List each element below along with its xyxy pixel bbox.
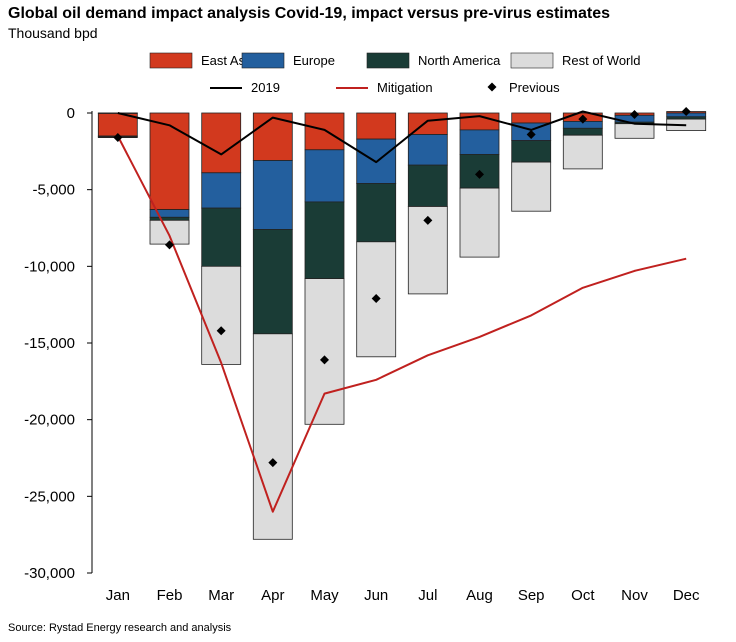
bar-rest-of-world-nov (614, 123, 655, 139)
legend-swatch-previous (487, 82, 497, 92)
x-tick-label-feb: Feb (157, 587, 183, 604)
bar-europe-may (304, 149, 345, 203)
legend: East Asia Europe North America Rest of Worl… (149, 52, 641, 95)
bar-north-america-may (304, 201, 345, 279)
marker-previous-jun (371, 294, 381, 304)
bar-europe-mar (201, 172, 242, 209)
y-tick-label: -25,000 (24, 488, 75, 505)
y-tick-label: 0 (67, 105, 75, 122)
x-tick-label-aug: Aug (466, 587, 493, 604)
bar-rest-of-world-oct (562, 134, 603, 170)
line-2019 (117, 110, 687, 164)
bar-east-asia-mar (201, 112, 242, 174)
bar-rest-of-world-may (304, 278, 345, 425)
x-tick-label-apr: Apr (261, 587, 284, 604)
x-tick-label-jul: Jul (418, 587, 437, 604)
lines (116, 110, 687, 513)
marker-previous-nov (630, 110, 639, 120)
x-tick-label-jan: Jan (106, 587, 130, 604)
bar-rest-of-world-sep (511, 161, 552, 212)
x-tick-label-jun: Jun (364, 587, 388, 604)
y-tick-label: -20,000 (24, 412, 75, 429)
bar-rest-of-world-jul (407, 206, 448, 295)
marker-previous-sep (526, 129, 536, 139)
legend-label-north-america: North America (418, 53, 501, 68)
bar-north-america-jun (356, 183, 397, 243)
bar-europe-jul (407, 134, 448, 166)
x-tick-label-nov: Nov (621, 587, 648, 604)
bar-east-asia-sep (511, 112, 552, 124)
y-tick-label: -15,000 (24, 335, 75, 352)
bar-east-asia-feb (149, 112, 190, 210)
x-tick-label-may: May (310, 587, 339, 604)
bar-rest-of-world-aug (459, 187, 500, 258)
legend-swatch-east-asia (149, 52, 193, 69)
chart-title: Global oil demand impact analysis Covid-… (8, 5, 610, 22)
bar-europe-apr (252, 160, 293, 230)
bar-europe-aug (459, 129, 500, 155)
legend-swatch-north-america (366, 52, 410, 69)
bar-rest-of-world-mar (201, 265, 242, 365)
bar-north-america-mar (201, 207, 242, 267)
y-tick-label: -10,000 (24, 258, 75, 275)
legend-swatch-europe (241, 52, 285, 69)
bar-rest-of-world-apr (252, 333, 293, 540)
bar-east-asia-may (304, 112, 345, 151)
axes: 0 -5,000 -10,000 -15,000 -20,000 -25,000 -30,0… (24, 105, 700, 604)
source-note: Source: Rystad Energy research and analy… (8, 622, 232, 634)
marker-previous-jan (113, 133, 123, 143)
x-tick-label-sep: Sep (518, 587, 545, 604)
markers (113, 106, 691, 468)
bar-north-america-oct (562, 127, 603, 136)
bar-north-america-jul (407, 164, 448, 207)
bars (97, 111, 707, 540)
legend-label-rest-of-world: Rest of World (562, 53, 641, 68)
chart-subtitle: Thousand bpd (8, 25, 98, 41)
marker-previous-may (320, 355, 329, 365)
bar-north-america-apr (252, 229, 293, 335)
x-tick-label-mar: Mar (208, 587, 234, 604)
legend-label-previous: Previous (509, 80, 560, 95)
legend-label-europe: Europe (293, 53, 335, 68)
y-tick-label: -30,000 (24, 565, 75, 582)
y-tick-label: -5,000 (32, 182, 75, 199)
marker-previous-apr (268, 458, 278, 468)
legend-label-2019: 2019 (251, 80, 280, 95)
marker-previous-jul (423, 215, 433, 225)
marker-previous-mar (216, 326, 226, 336)
x-tick-label-oct: Oct (571, 587, 595, 604)
marker-previous-feb (165, 240, 174, 250)
marker-previous-dec (681, 106, 691, 116)
legend-swatch-rest-of-world (510, 52, 554, 69)
bar-east-asia-jun (356, 112, 397, 140)
x-tick-label-dec: Dec (673, 587, 700, 604)
marker-previous-aug (475, 169, 484, 179)
bar-north-america-sep (511, 140, 552, 163)
line-mitigation (116, 135, 687, 513)
marker-previous-oct (578, 114, 588, 124)
legend-label-mitigation: Mitigation (377, 80, 433, 95)
